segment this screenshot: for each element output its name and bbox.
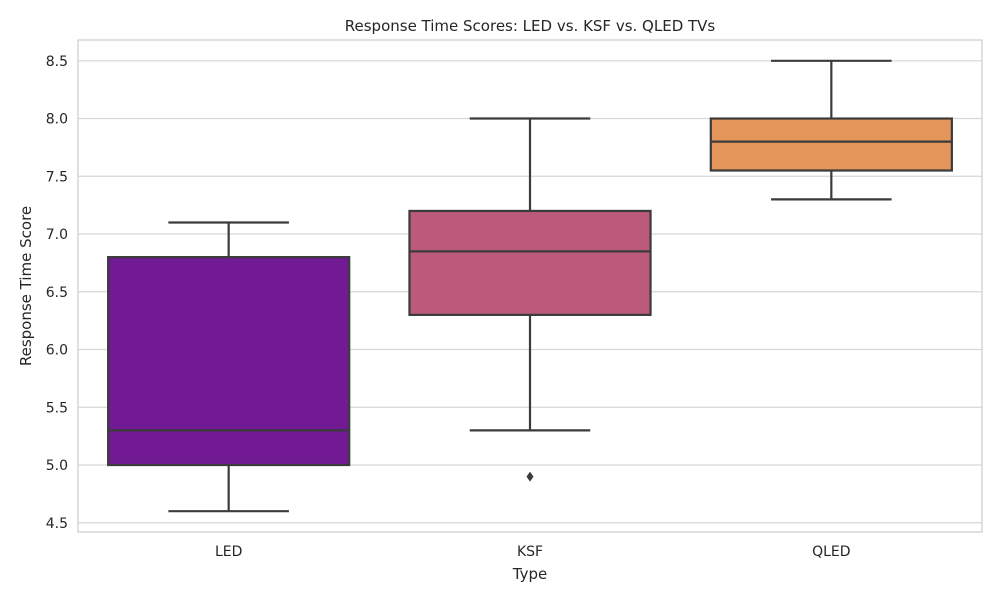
- y-tick-label: 5.0: [46, 458, 68, 474]
- y-tick-label: 8.5: [46, 54, 68, 70]
- x-tick-label: KSF: [517, 544, 543, 560]
- y-tick-label: 6.5: [46, 285, 68, 301]
- iqr-box: [709, 117, 953, 172]
- iqr-box: [408, 209, 652, 316]
- box-ksf: [408, 117, 652, 482]
- box-qled: [709, 59, 953, 201]
- y-axis-ticks: 4.5 5.0 5.5 6.0 6.5 7.0 7.5 8.0 8.5: [46, 54, 68, 532]
- x-axis-ticks: LED KSF QLED: [215, 544, 851, 560]
- chart-title: Response Time Scores: LED vs. KSF vs. QL…: [345, 17, 716, 35]
- outlier-point: [526, 471, 534, 482]
- y-axis-title: Response Time Score: [17, 206, 35, 366]
- x-tick-label: LED: [215, 544, 242, 560]
- x-axis-title: Type: [512, 565, 547, 583]
- box-series: [107, 59, 953, 513]
- box-led: [107, 221, 351, 513]
- y-tick-label: 5.5: [46, 400, 68, 416]
- y-tick-label: 7.5: [46, 169, 68, 185]
- plot-frame: [77, 39, 983, 533]
- y-tick-label: 7.0: [46, 227, 68, 243]
- x-tick-label: QLED: [812, 544, 850, 560]
- y-tick-label: 6.0: [46, 343, 68, 359]
- iqr-box: [107, 256, 351, 467]
- y-tick-label: 4.5: [46, 516, 68, 532]
- y-tick-label: 8.0: [46, 112, 68, 128]
